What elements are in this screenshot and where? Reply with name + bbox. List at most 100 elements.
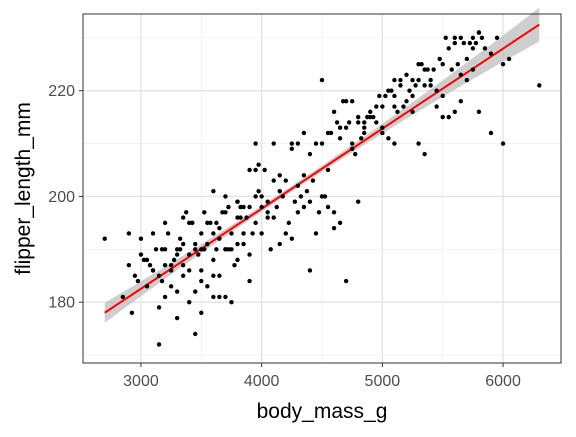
data-point xyxy=(238,204,243,210)
data-point xyxy=(500,141,506,146)
data-point xyxy=(488,51,494,56)
data-point xyxy=(356,120,361,125)
data-point xyxy=(159,247,165,252)
data-point xyxy=(395,109,400,115)
data-point xyxy=(392,141,397,146)
data-point xyxy=(193,247,198,252)
data-point xyxy=(171,257,177,263)
confidence-ribbon xyxy=(104,7,540,323)
data-point xyxy=(464,56,470,62)
y-tick-label: 180 xyxy=(48,295,75,312)
data-point xyxy=(422,151,427,157)
data-point xyxy=(404,72,409,78)
data-point xyxy=(334,120,340,125)
data-point xyxy=(340,99,346,104)
data-point xyxy=(208,220,213,226)
data-point xyxy=(392,104,397,109)
data-point xyxy=(223,294,228,300)
data-point xyxy=(162,262,168,268)
data-point xyxy=(437,56,442,62)
data-point xyxy=(280,194,285,199)
y-axis-title: flipper_length_mm xyxy=(12,102,35,275)
data-point xyxy=(211,273,216,278)
data-point xyxy=(307,268,313,273)
data-point xyxy=(223,194,228,199)
data-point xyxy=(168,262,174,268)
data-point xyxy=(193,331,198,337)
data-point xyxy=(193,241,198,247)
data-point xyxy=(214,247,219,252)
data-point xyxy=(476,30,482,35)
data-point xyxy=(150,268,156,273)
data-point xyxy=(168,284,174,289)
data-point xyxy=(211,294,216,300)
data-point xyxy=(193,289,198,294)
data-point xyxy=(162,220,168,226)
data-point xyxy=(180,273,186,278)
data-point xyxy=(205,284,210,289)
data-point xyxy=(337,220,343,226)
data-point xyxy=(138,236,144,241)
data-point xyxy=(274,204,279,210)
data-point xyxy=(407,88,412,93)
data-point xyxy=(180,262,186,268)
data-point xyxy=(205,241,210,247)
points-layer xyxy=(102,30,542,347)
y-axis-ticks: 180 200 220 xyxy=(48,83,83,312)
data-point xyxy=(126,262,132,268)
data-point xyxy=(120,294,126,300)
data-point xyxy=(271,141,276,146)
data-point xyxy=(235,257,240,263)
data-point xyxy=(398,83,403,88)
data-point xyxy=(214,220,219,226)
data-point xyxy=(398,77,403,83)
data-point xyxy=(476,109,482,115)
data-point xyxy=(371,114,376,120)
data-point xyxy=(446,46,451,51)
data-point xyxy=(283,231,288,236)
data-point xyxy=(440,114,445,120)
data-point xyxy=(479,35,485,40)
data-point xyxy=(190,220,195,226)
data-point xyxy=(494,35,500,40)
x-tick-label: 4000 xyxy=(244,373,280,390)
data-point xyxy=(265,215,270,220)
data-point xyxy=(425,67,430,72)
data-point xyxy=(434,88,439,93)
data-point xyxy=(431,67,436,72)
data-point xyxy=(271,215,276,220)
data-point xyxy=(362,125,367,130)
data-point xyxy=(325,204,331,210)
data-point xyxy=(196,252,201,257)
data-point xyxy=(286,220,292,226)
data-point xyxy=(259,194,264,199)
data-point xyxy=(316,210,322,215)
data-point xyxy=(452,109,457,115)
data-point xyxy=(244,215,249,220)
data-point xyxy=(374,120,379,125)
data-point xyxy=(362,120,367,125)
data-point xyxy=(416,77,421,83)
data-point xyxy=(322,194,328,199)
data-point xyxy=(184,210,189,215)
data-point xyxy=(386,88,391,93)
data-point xyxy=(295,141,301,146)
data-point xyxy=(229,247,234,252)
data-point xyxy=(147,262,153,268)
data-point xyxy=(232,262,237,268)
data-point xyxy=(458,99,464,104)
data-point xyxy=(377,93,382,99)
data-point xyxy=(416,141,421,146)
data-point xyxy=(277,241,282,247)
x-axis-ticks: 3000 4000 5000 6000 xyxy=(123,363,521,390)
data-point xyxy=(356,114,361,120)
y-tick-label: 220 xyxy=(48,83,75,100)
data-point xyxy=(307,199,313,204)
data-point xyxy=(328,130,334,136)
data-point xyxy=(449,67,454,72)
data-point xyxy=(470,46,476,51)
data-point xyxy=(380,130,385,136)
data-point xyxy=(289,141,295,146)
data-point xyxy=(138,252,144,257)
